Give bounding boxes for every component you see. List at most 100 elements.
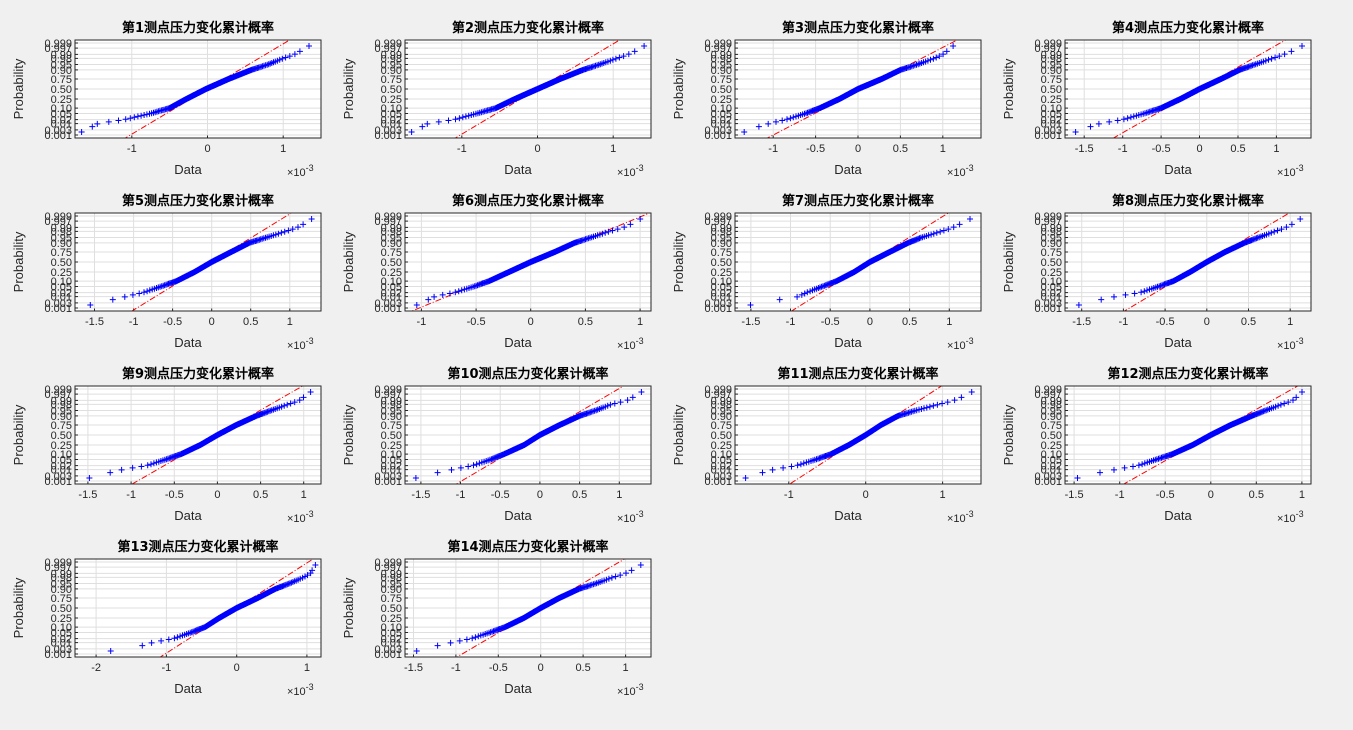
data-point: [148, 461, 154, 468]
x-tick-label: -1: [129, 316, 139, 328]
data-point: [1131, 290, 1138, 297]
y-tick-label: 0.98: [51, 399, 72, 411]
y-tick-label: 0.10: [711, 276, 732, 288]
y-tick-label: 0.99: [51, 395, 72, 407]
data-point: [141, 112, 148, 118]
y-tick-label: 0.001: [44, 130, 72, 142]
data-point: [924, 57, 931, 64]
data-point: [291, 51, 298, 58]
data-point: [765, 120, 772, 127]
y-tick-label: 0.001: [44, 303, 72, 315]
x-tick-label: 0.5: [572, 489, 587, 501]
x-tick-label: -1: [1119, 316, 1129, 328]
x-exponent-power: -3: [636, 163, 644, 173]
data-markers: [1072, 43, 1305, 135]
y-axis-label: Probability: [341, 231, 356, 292]
y-axis-label: Probability: [11, 404, 26, 465]
data-point: [1120, 116, 1127, 123]
axes-box: [404, 39, 652, 139]
data-point: [609, 56, 616, 63]
y-axis-label: Probability: [341, 58, 356, 119]
data-point: [1114, 117, 1121, 124]
subplot-title: 第14测点压力变化累计概率: [447, 539, 608, 555]
y-tick-label: 0.02: [51, 115, 72, 127]
data-point: [282, 54, 289, 61]
y-tick-label: 0.05: [381, 455, 402, 467]
data-point: [779, 117, 786, 124]
data-point: [289, 226, 296, 233]
y-tick-label: 0.05: [381, 109, 402, 121]
x-tick-label: 0: [1208, 489, 1214, 501]
x-tick-label: 1: [610, 143, 616, 155]
y-tick-label: 0.02: [711, 115, 732, 127]
y-tick-label: 0.99: [51, 222, 72, 234]
y-tick-label: 0.75: [51, 74, 72, 86]
y-tick-label: 0.99: [711, 49, 732, 61]
subplot-1: -1 0 10.0010.0030.010.020.050.100.250.500.…: [11, 20, 322, 179]
data-point: [459, 114, 466, 121]
y-tick-label: 0.75: [711, 247, 732, 259]
x-tick-label: 0: [855, 143, 861, 155]
data-point: [408, 129, 415, 135]
data-point: [602, 229, 609, 236]
y-tick-label: 0.25: [51, 440, 72, 452]
data-point: [306, 43, 312, 49]
subplot-title: 第1测点压力变化累计概率: [122, 20, 274, 36]
y-tick-label: 0.02: [711, 288, 732, 300]
y-tick-label: 0.01: [711, 292, 732, 304]
data-point: [424, 120, 431, 127]
y-tick-label: 0.001: [374, 476, 402, 488]
subplot-2: -1 0 10.0010.0030.010.020.050.100.250.500.…: [341, 20, 652, 179]
y-tick-label: 0.001: [1034, 130, 1062, 142]
y-tick-label: 0.10: [381, 449, 402, 461]
y-tick-label: 0.01: [51, 119, 72, 131]
data-point: [614, 226, 621, 233]
x-axis-label: Data: [174, 162, 202, 177]
y-tick-label: 0.95: [381, 233, 402, 245]
x-exponent-power: -3: [306, 509, 314, 519]
data-point: [425, 296, 432, 303]
x-tick-label: 0: [1204, 316, 1210, 328]
y-tick-label: 0.75: [51, 420, 72, 432]
x-exponent-power: -3: [306, 163, 314, 173]
y-axis-label: Probability: [1001, 58, 1016, 119]
y-axis-label: Probability: [1001, 231, 1016, 292]
y-tick-label: 0.90: [51, 65, 72, 77]
x-tick-label: -0.5: [1156, 316, 1175, 328]
y-tick-label: 0.90: [51, 238, 72, 250]
y-axis-label: Probability: [11, 231, 26, 292]
x-tick-label: -1.5: [85, 316, 104, 328]
x-tick-label: 0.5: [1230, 143, 1245, 155]
data-point: [627, 221, 634, 228]
x-tick-label: -1.5: [1072, 316, 1091, 328]
x-tick-label: 0.5: [575, 662, 590, 674]
data-point: [605, 228, 612, 235]
y-tick-label: 0.25: [381, 440, 402, 452]
data-point: [127, 115, 134, 122]
y-tick-label: 0.90: [1041, 65, 1062, 77]
x-tick-label: 1: [946, 316, 952, 328]
y-tick-label: 0.25: [381, 267, 402, 279]
subplot-title: 第3测点压力变化累计概率: [782, 20, 934, 36]
data-point: [801, 290, 808, 297]
x-axis-label: Data: [834, 335, 862, 350]
y-tick-label: 0.75: [711, 74, 732, 86]
y-tick-label: 0.001: [704, 130, 732, 142]
data-point: [1072, 129, 1079, 135]
y-tick-label: 0.50: [381, 257, 402, 269]
y-tick-label: 0.98: [1041, 226, 1062, 238]
y-tick-label: 0.75: [1041, 74, 1062, 86]
data-point: [631, 48, 638, 55]
data-point: [1278, 226, 1285, 233]
data-point: [431, 293, 438, 300]
data-point: [452, 116, 459, 123]
y-tick-label: 0.02: [1041, 288, 1062, 300]
x-axis-label: Data: [174, 681, 202, 696]
data-point: [1274, 227, 1281, 234]
y-tick-label: 0.90: [711, 65, 732, 77]
data-point: [296, 397, 303, 404]
data-point: [296, 48, 303, 55]
y-tick-label: 0.99: [711, 222, 732, 234]
data-point: [284, 401, 291, 408]
y-tick-label: 0.25: [711, 94, 732, 106]
